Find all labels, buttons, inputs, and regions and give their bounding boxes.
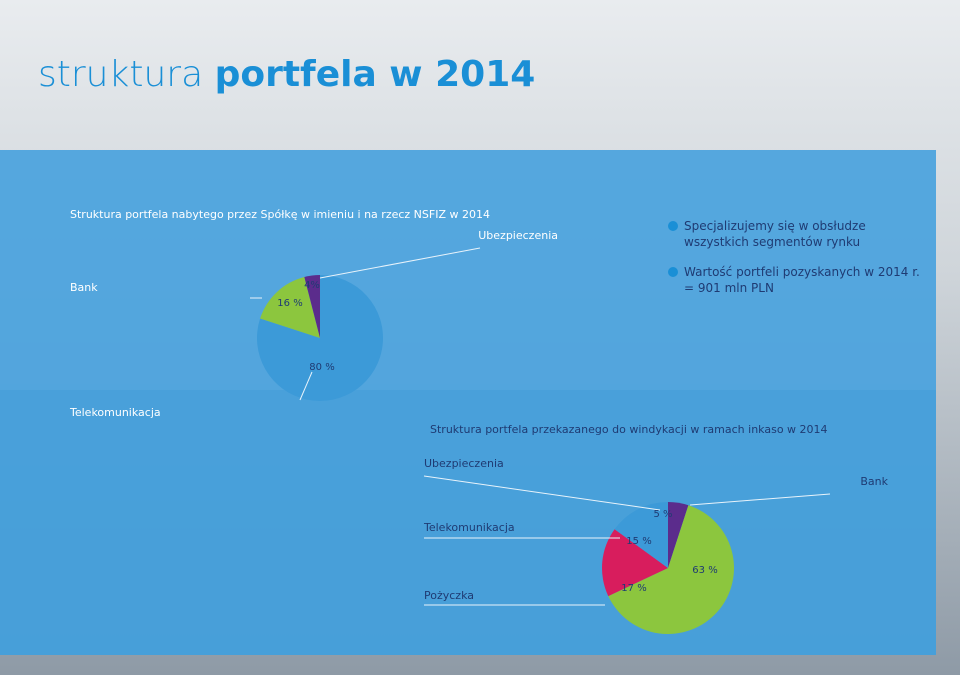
pie-slice (668, 502, 689, 568)
category-label: Telekomunikacja (69, 406, 161, 419)
chart-title: Struktura portfela przekazanego do windy… (430, 423, 828, 436)
title-light: struktura (38, 54, 203, 95)
leader-line (689, 493, 831, 506)
category-label: Pożyczka (424, 589, 474, 602)
value-label: 80 % (309, 362, 334, 373)
value-label: 4% (304, 280, 320, 291)
panel-shade (0, 390, 936, 655)
value-label: 16 % (277, 298, 302, 309)
value-label: 17 % (621, 583, 646, 594)
title-bold: portfela w 2014 (215, 54, 536, 95)
pie-slice (260, 276, 320, 338)
pie-slice (608, 505, 735, 634)
pie-slice (304, 275, 320, 338)
pie-slice (602, 529, 668, 597)
bullet: Specjalizujemy się w obsłudze wszystkich… (668, 218, 924, 250)
leader-line (299, 371, 313, 401)
category-label: Bank (860, 475, 888, 488)
value-label: 5 % (653, 509, 672, 520)
value-label: 15 % (626, 536, 651, 547)
page-title: struktura portfela w 2014 (38, 54, 535, 95)
leader-line (423, 475, 661, 511)
category-label: Ubezpieczenia (478, 229, 558, 242)
chart-title: Struktura portfela nabytego przez Spółkę… (70, 208, 490, 221)
value-label: 63 % (692, 565, 717, 576)
category-label: Ubezpieczenia (424, 457, 504, 470)
pie-slice (614, 502, 668, 568)
leader-line (319, 247, 481, 279)
category-label: Bank (70, 281, 98, 294)
category-label: Telekomunikacja (423, 521, 515, 534)
bullet: Wartość portfeli pozyskanych w 2014 r. =… (668, 264, 924, 296)
